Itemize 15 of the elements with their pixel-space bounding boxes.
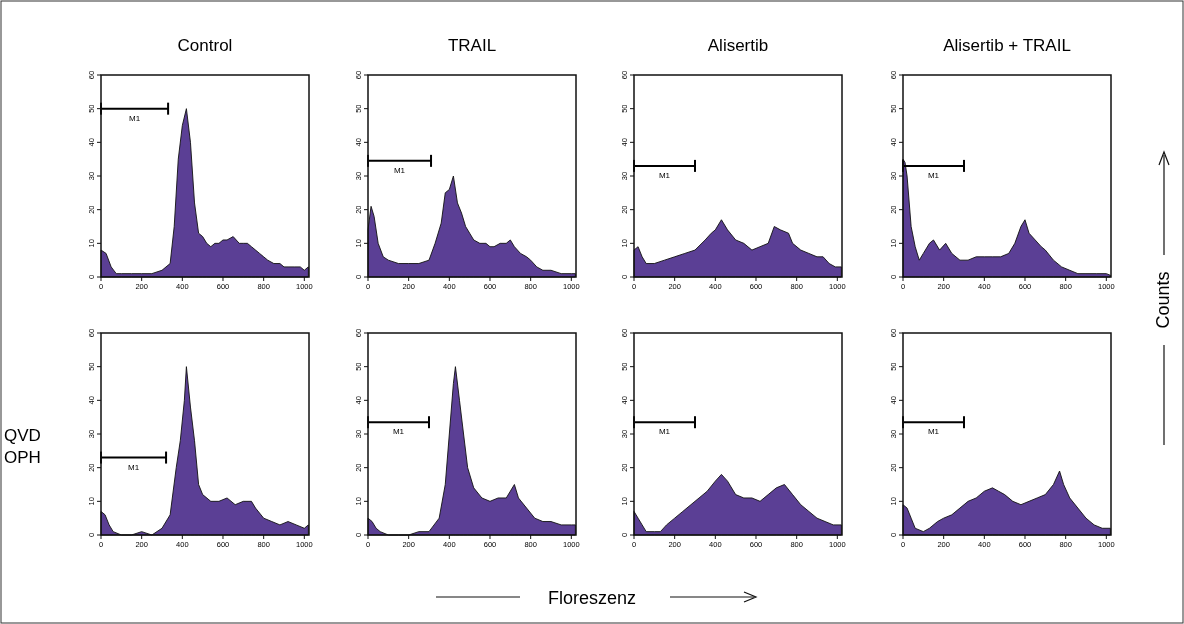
- series-label: M1: [658, 427, 671, 437]
- series-label: M1: [392, 427, 405, 437]
- chart-title: Alisertib + TRAIL: [943, 36, 1071, 55]
- text: Floreszenz: [547, 588, 637, 608]
- text: Counts: [1152, 271, 1173, 329]
- series-label: M1: [128, 113, 141, 123]
- chart-title: Alisertib: [707, 36, 769, 55]
- series-label: M1: [658, 170, 671, 180]
- chart-title: TRAIL: [447, 36, 497, 55]
- series-label: M1: [927, 427, 940, 437]
- series-label: M1: [393, 165, 406, 175]
- series-label: M1: [127, 462, 140, 472]
- series-label: M1: [927, 170, 940, 180]
- chart-title: Control: [177, 36, 233, 55]
- text: QVD OPH: [4, 425, 42, 469]
